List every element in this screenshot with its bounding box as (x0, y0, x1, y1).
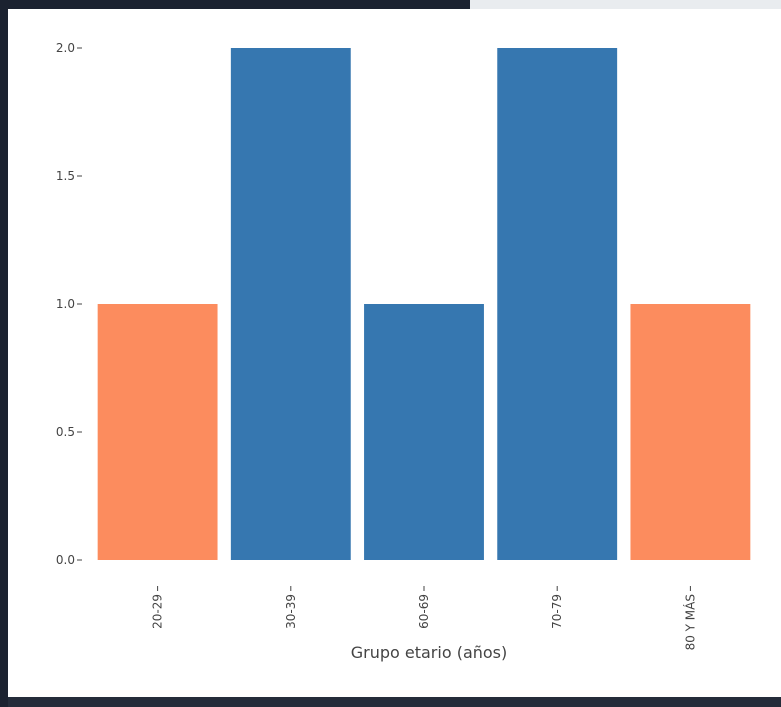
x-tick-label: 20-29 (151, 594, 165, 629)
y-tick-label: 0.0 (56, 553, 75, 567)
bars (97, 48, 751, 560)
chart-panel: 0.0 0.5 1.0 1.5 2.0 20-29 30-39 60-69 70-79 80 Y… (8, 9, 781, 697)
x-tick-label: 30-39 (284, 594, 298, 629)
x-axis: 20-29 30-39 60-69 70-79 80 Y MÁS (151, 586, 697, 650)
y-tick-label: 1.0 (56, 297, 75, 311)
bar-20-29[interactable] (97, 304, 218, 560)
x-tick-label: 70-79 (550, 594, 564, 629)
bar-60-69[interactable] (364, 304, 484, 560)
y-tick-label: 2.0 (56, 41, 75, 55)
top-window-strip (470, 0, 781, 9)
bar-70-79[interactable] (497, 48, 618, 560)
bottom-edge (8, 697, 781, 707)
bar-30-39[interactable] (230, 48, 351, 560)
bar-80-y-m-s[interactable] (630, 304, 751, 560)
y-tick-label: 1.5 (56, 169, 75, 183)
x-tick-label: 80 Y MÁS (682, 594, 697, 650)
x-axis-title: Grupo etario (años) (351, 643, 508, 662)
y-tick-label: 0.5 (56, 425, 75, 439)
y-axis: 0.0 0.5 1.0 1.5 2.0 (56, 41, 82, 567)
x-tick-label: 60-69 (417, 594, 431, 629)
bar-chart: 0.0 0.5 1.0 1.5 2.0 20-29 30-39 60-69 70-79 80 Y… (56, 41, 751, 662)
